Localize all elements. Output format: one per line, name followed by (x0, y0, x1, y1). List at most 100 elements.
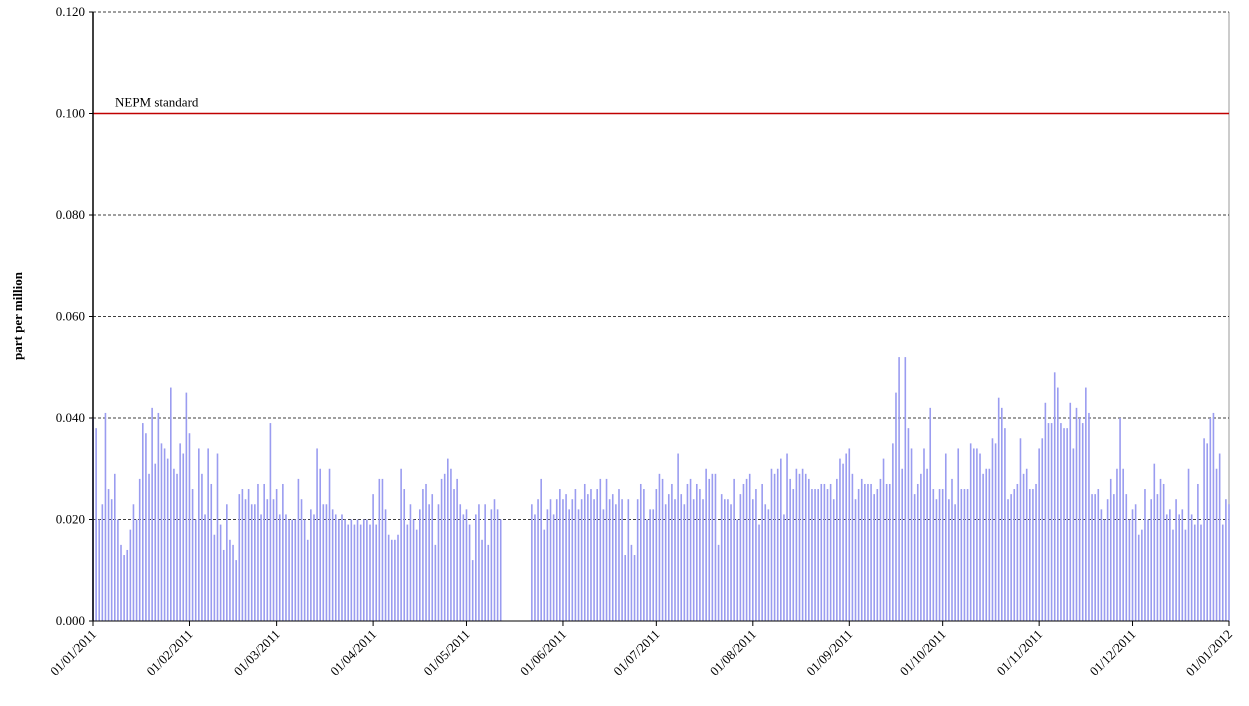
bar (356, 519, 359, 621)
bar (994, 443, 997, 621)
bar (820, 483, 823, 621)
bar (1072, 448, 1075, 621)
bar (1119, 418, 1121, 621)
bar (313, 514, 315, 621)
bar (988, 468, 991, 621)
bar (929, 407, 932, 621)
x-tick-label: 01/02/2011 (143, 627, 195, 679)
bar (1165, 514, 1168, 621)
bar (170, 387, 172, 621)
bar (157, 412, 160, 621)
bar (1221, 524, 1224, 621)
bar (717, 544, 720, 621)
bar (1001, 407, 1003, 621)
bar (792, 489, 795, 621)
bar (920, 473, 922, 621)
bar (201, 473, 203, 621)
bar (730, 504, 732, 621)
y-axis-label: part per million (10, 271, 25, 360)
bar (394, 539, 396, 621)
bar (132, 504, 135, 621)
bar (213, 534, 216, 621)
x-tick-label: 01/03/2011 (231, 627, 283, 679)
bar (120, 544, 122, 621)
reference-label: NEPM standard (115, 95, 199, 110)
bar (1106, 499, 1109, 621)
bar (440, 478, 443, 621)
bar (605, 478, 608, 621)
x-tick-label: 01/07/2011 (610, 627, 662, 679)
bar (490, 509, 493, 621)
bar (1091, 494, 1093, 621)
bar (941, 489, 944, 621)
bar (954, 504, 956, 621)
bar (633, 555, 636, 621)
bar (1010, 494, 1012, 621)
bar (829, 483, 832, 621)
bar (870, 483, 872, 621)
bar (705, 468, 707, 621)
bar (552, 514, 555, 621)
y-tick-label: 0.080 (56, 207, 85, 222)
bar (543, 529, 546, 621)
bar (643, 489, 645, 621)
bar (263, 483, 265, 621)
bar (733, 478, 735, 621)
bar (724, 499, 726, 621)
bar (577, 509, 580, 621)
bar (1022, 473, 1025, 621)
bar (783, 514, 785, 621)
bar (851, 473, 854, 621)
bar (478, 504, 480, 621)
bar (587, 494, 589, 621)
bar (1007, 499, 1009, 621)
bar (982, 473, 984, 621)
y-tick-label: 0.020 (56, 512, 85, 527)
bar (331, 509, 334, 621)
bar (1038, 448, 1040, 621)
bar (773, 473, 776, 621)
bar (450, 468, 452, 621)
bar (692, 499, 695, 621)
bar (431, 494, 434, 621)
bar (306, 539, 309, 621)
bar (801, 468, 804, 621)
bar (798, 473, 801, 621)
bar (630, 544, 633, 621)
bar (1128, 519, 1131, 621)
bar (1109, 478, 1112, 621)
bar (254, 504, 256, 621)
bar (141, 423, 144, 621)
bar (646, 519, 648, 621)
bar (1035, 483, 1037, 621)
bar (1144, 489, 1146, 621)
bar (1150, 499, 1152, 621)
bar (204, 514, 206, 621)
bar (1019, 438, 1022, 621)
bar (1203, 438, 1205, 621)
bar (179, 443, 181, 621)
bar (418, 509, 421, 621)
x-tick-label: 01/01/2011 (47, 627, 99, 679)
bar (138, 478, 141, 621)
bar (649, 509, 651, 621)
bar (776, 468, 779, 621)
bar (714, 473, 717, 621)
bar (991, 438, 994, 621)
bar (1178, 514, 1181, 621)
bar (770, 468, 773, 621)
bar (244, 499, 247, 621)
bar (1159, 478, 1162, 621)
bar (695, 483, 698, 621)
bar (1066, 428, 1068, 621)
bar (194, 519, 197, 621)
bar (1134, 504, 1137, 621)
bar (151, 407, 153, 621)
bar (969, 443, 972, 621)
x-tick-label: 01/10/2011 (897, 627, 949, 679)
y-tick-label: 0.060 (56, 309, 85, 324)
bar (1016, 483, 1019, 621)
x-tick-label: 01/12/2011 (1086, 627, 1138, 679)
bar (739, 494, 742, 621)
